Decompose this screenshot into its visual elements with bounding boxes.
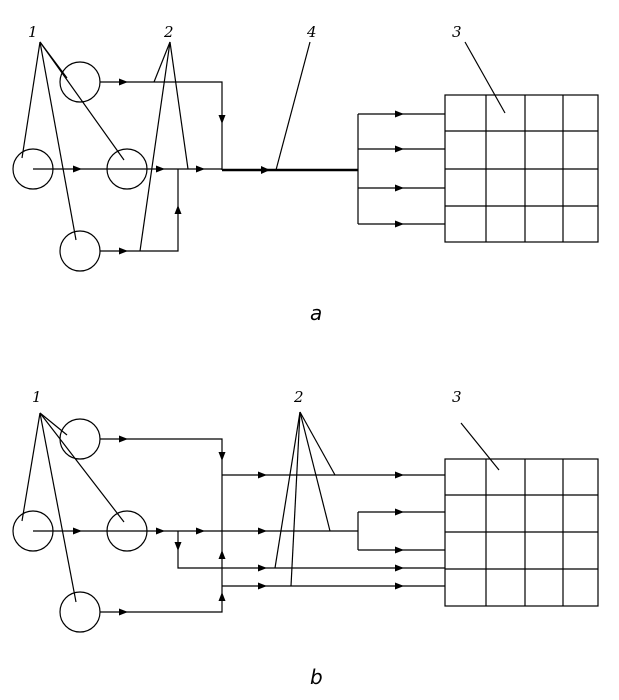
arrow-a-mid-3 bbox=[196, 165, 205, 173]
panel-a: 1 2 4 3 a bbox=[12, 23, 599, 325]
callout-a-trunk: 4 bbox=[306, 23, 317, 41]
arrow-a-in-3 bbox=[395, 184, 404, 192]
panel-label-b: b bbox=[310, 665, 323, 689]
arrow-a-bottom-up bbox=[174, 205, 182, 214]
arrowheads-a bbox=[73, 78, 404, 255]
line-a-top bbox=[100, 81, 223, 170]
matrix-a bbox=[444, 94, 599, 243]
arrow-a-in-1 bbox=[395, 110, 404, 118]
line-b-bottom bbox=[100, 586, 223, 613]
leaders-b bbox=[21, 411, 500, 603]
source-b-1 bbox=[59, 418, 101, 460]
arrow-a-in-2 bbox=[395, 145, 404, 153]
arrowheads-b bbox=[73, 435, 404, 616]
sources-a bbox=[12, 61, 148, 272]
callout-a-lines: 2 bbox=[163, 23, 174, 41]
arrow-a-in-4 bbox=[395, 220, 404, 228]
source-a-4 bbox=[59, 230, 101, 272]
arrow-a-trunk bbox=[261, 166, 270, 174]
signal-lines-b bbox=[33, 438, 445, 613]
source-b-4 bbox=[59, 591, 101, 633]
arrow-a-top bbox=[119, 78, 128, 86]
callout-b-matrix: 3 bbox=[452, 388, 462, 406]
callout-b-lines: 2 bbox=[293, 388, 304, 406]
source-a-1 bbox=[59, 61, 101, 103]
line-b-top bbox=[100, 438, 223, 475]
panel-label-a: a bbox=[310, 301, 322, 325]
arrow-a-mid-2 bbox=[156, 165, 165, 173]
signal-lines-a bbox=[33, 81, 445, 252]
leaders-a bbox=[21, 41, 506, 252]
arrow-a-top-down bbox=[218, 115, 226, 124]
arrow-a-mid-1 bbox=[73, 165, 82, 173]
panel-b: 1 2 3 b bbox=[12, 388, 599, 689]
callout-a-sources: 1 bbox=[28, 23, 38, 41]
arrow-a-bottom bbox=[119, 247, 128, 255]
callout-a-matrix: 3 bbox=[452, 23, 462, 41]
callout-b-sources: 1 bbox=[32, 388, 42, 406]
matrix-b bbox=[444, 458, 599, 607]
